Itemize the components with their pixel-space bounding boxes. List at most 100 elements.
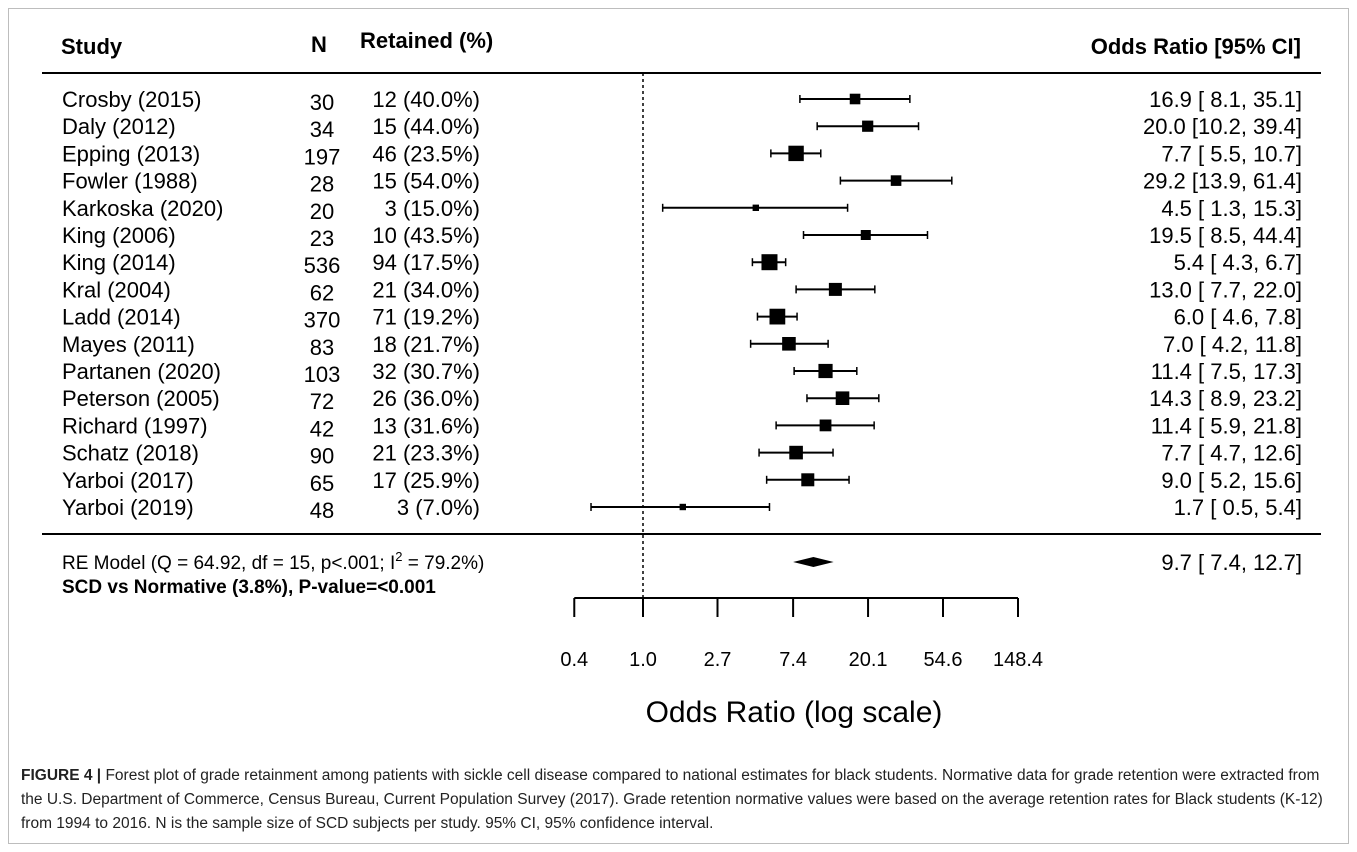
caption-text: Forest plot of grade retainment among pa… [21,767,1323,832]
summary-or-ci: 9.7 [ 7.4, 12.7] [1161,550,1302,575]
study-retained: 12 (40.0%) [372,87,480,112]
or-ci-label: 19.5 [ 8.5, 44.4] [1149,223,1302,248]
point-estimate [679,503,686,511]
study-n: 72 [310,389,334,414]
point-estimate [752,204,760,211]
study-retained: 26 (36.0%) [372,386,480,411]
or-ci-label: 13.0 [ 7.7, 22.0] [1149,277,1302,302]
study-n: 42 [310,416,334,441]
study-n: 62 [310,280,334,305]
header-or-ci: Odds Ratio [95% CI] [1091,34,1301,59]
study-retained: 15 (54.0%) [372,169,480,194]
study-row: Richard (1997) 42 13 (31.6%) 11.4 [ 5.9, 21… [62,413,1302,441]
study-name: Partanen (2020) [62,359,221,384]
study-name: Epping (2013) [62,141,200,166]
study-n: 28 [310,172,334,197]
study-name: Yarboi (2017) [62,468,194,493]
study-n: 65 [310,471,334,496]
summary-model-label: RE Model (Q = 64.92, df = 15, p<.001; I2… [62,549,484,574]
study-n: 83 [310,335,334,360]
or-ci-label: 16.9 [ 8.1, 35.1] [1149,87,1302,112]
study-row: Epping (2013) 197 46 (23.5%) 7.7 [ 5.5, 10.… [62,141,1302,169]
x-axis-label: Odds Ratio (log scale) [646,696,943,729]
study-row: Ladd (2014) 370 71 (19.2%) 6.0 [ 4.6, 7.8] [62,305,1302,333]
point-estimate [835,391,850,405]
or-ci-label: 11.4 [ 5.9, 21.8] [1151,413,1302,438]
study-name: Karkoska (2020) [62,196,223,221]
study-row: Schatz (2018) 90 21 (23.3%) 7.7 [ 4.7, 12.6… [62,441,1302,469]
point-estimate [860,230,871,240]
study-name: Mayes (2011) [62,332,195,357]
study-n: 103 [304,362,341,387]
or-ci-label: 4.5 [ 1.3, 15.3] [1161,196,1302,221]
point-estimate [828,282,842,296]
study-row: King (2006) 23 10 (43.5%) 19.5 [ 8.5, 44.4] [62,223,1302,251]
study-retained: 18 (21.7%) [372,332,480,357]
or-ci-label: 7.7 [ 5.5, 10.7] [1161,141,1302,166]
study-n: 20 [310,199,334,224]
study-retained: 94 (17.5%) [372,250,480,275]
study-row: Yarboi (2017) 65 17 (25.9%) 9.0 [ 5.2, 15.6… [62,468,1302,496]
study-row: King (2014) 536 94 (17.5%) 5.4 [ 4.3, 6.7] [62,250,1302,278]
study-n: 48 [310,498,334,523]
study-retained: 21 (34.0%) [372,277,480,302]
study-name: Yarboi (2019) [62,495,194,520]
point-estimate [862,120,874,132]
header-retained: Retained (%) [360,28,493,53]
x-tick-label: 0.4 [560,649,588,671]
study-n: 30 [310,90,334,115]
study-row: Daly (2012) 34 15 (44.0%) 20.0 [10.2, 39.4] [62,114,1302,142]
study-name: Crosby (2015) [62,87,201,112]
study-row: Kral (2004) 62 21 (34.0%) 13.0 [ 7.7, 22.0] [62,277,1302,305]
point-estimate [819,419,832,432]
study-retained: 32 (30.7%) [372,359,480,384]
x-tick-label: 2.7 [704,649,732,671]
point-estimate [789,445,803,460]
study-name: Schatz (2018) [62,441,199,466]
or-ci-label: 20.0 [10.2, 39.4] [1143,114,1302,139]
study-retained: 10 (43.5%) [372,223,480,248]
point-estimate [769,308,786,325]
study-name: Fowler (1988) [62,169,198,194]
study-retained: 21 (23.3%) [372,441,480,466]
study-row: Mayes (2011) 83 18 (21.7%) 7.0 [ 4.2, 11.8] [62,332,1302,360]
or-ci-label: 11.4 [ 7.5, 17.3] [1151,359,1302,384]
or-ci-label: 9.0 [ 5.2, 15.6] [1161,468,1302,493]
point-estimate [849,93,861,105]
point-estimate [761,254,778,271]
study-row: Yarboi (2019) 48 3 (7.0%) 1.7 [ 0.5, 5.4] [62,495,1302,523]
study-n: 197 [304,144,341,169]
study-retained: 3 (7.0%) [397,495,480,520]
study-retained: 13 (31.6%) [372,413,480,438]
x-tick-label: 20.1 [849,649,888,671]
x-tick-label: 7.4 [779,649,807,671]
header-n: N [311,32,327,57]
study-name: King (2006) [62,223,176,248]
point-estimate [801,473,815,487]
study-n: 34 [310,117,334,142]
study-retained: 3 (15.0%) [385,196,480,221]
or-ci-label: 5.4 [ 4.3, 6.7] [1174,250,1302,275]
study-name: Richard (1997) [62,413,208,438]
study-retained: 17 (25.9%) [372,468,480,493]
study-n: 536 [304,253,341,278]
study-name: Daly (2012) [62,114,176,139]
forest-plot: Study N Retained (%) Odds Ratio [95% CI]… [42,28,1321,729]
summary-comparison: SCD vs Normative (3.8%), P-value=<0.001 [62,577,436,598]
or-ci-label: 14.3 [ 8.9, 23.2] [1149,386,1302,411]
study-retained: 46 (23.5%) [372,141,480,166]
or-ci-label: 7.7 [ 4.7, 12.6] [1161,441,1302,466]
point-estimate [782,337,796,351]
x-tick-label: 148.4 [993,649,1043,671]
study-name: Kral (2004) [62,277,171,302]
figure-caption: FIGURE 4 | Forest plot of grade retainme… [21,764,1337,836]
figure-frame [8,8,1349,844]
point-estimate [818,363,833,379]
header-study: Study [61,34,123,59]
study-row: Karkoska (2020) 20 3 (15.0%) 4.5 [ 1.3, 15.… [62,196,1302,224]
study-n: 90 [310,444,334,469]
summary-diamond [793,557,834,567]
or-ci-label: 1.7 [ 0.5, 5.4] [1174,495,1302,520]
study-row: Fowler (1988) 28 15 (54.0%) 29.2 [13.9, 61.… [62,169,1302,197]
caption-label: FIGURE 4 | [21,767,102,784]
